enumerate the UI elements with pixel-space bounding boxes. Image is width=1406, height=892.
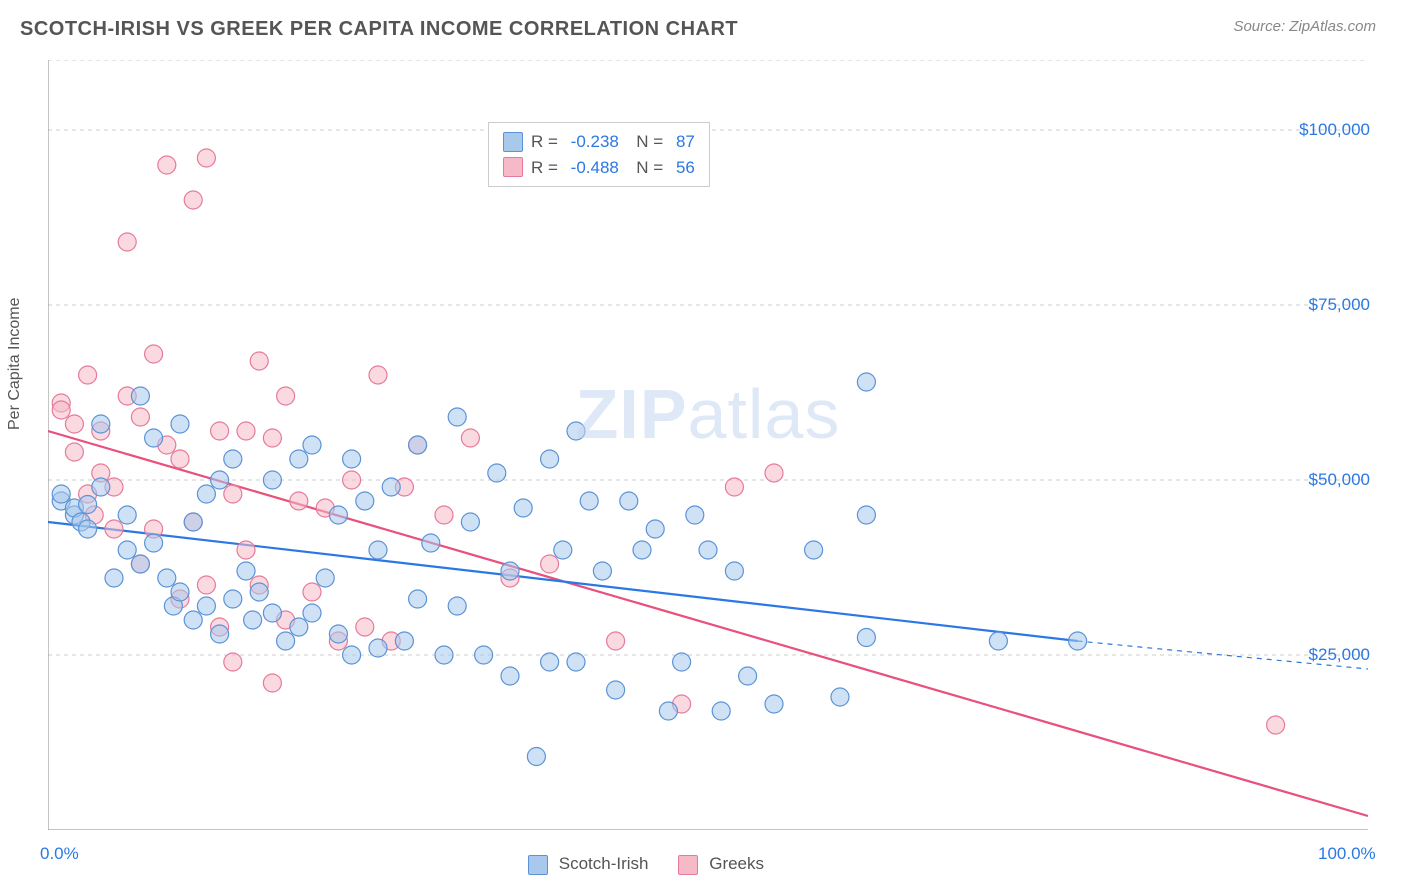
legend-top-row-2: R = -0.488 N = 56	[503, 155, 695, 181]
legend-top: R = -0.238 N = 87 R = -0.488 N = 56	[488, 122, 710, 187]
y-tick-label: $25,000	[1309, 645, 1370, 665]
legend-bottom-item-1: Scotch-Irish	[528, 854, 648, 875]
legend-bottom-item-2: Greeks	[678, 854, 764, 875]
legend-bottom: Scotch-Irish Greeks	[528, 854, 764, 875]
legend-swatch-pink-2	[678, 855, 698, 875]
x-tick-label: 0.0%	[40, 844, 79, 864]
r-value-1: -0.238	[571, 129, 619, 155]
legend-swatch-blue	[503, 132, 523, 152]
legend-swatch-pink	[503, 157, 523, 177]
legend-swatch-blue-2	[528, 855, 548, 875]
x-tick-label: 100.0%	[1318, 844, 1376, 864]
legend-top-row-1: R = -0.238 N = 87	[503, 129, 695, 155]
y-axis-label: Per Capita Income	[6, 297, 24, 430]
n-value-1: 87	[676, 129, 695, 155]
y-tick-label: $75,000	[1309, 295, 1370, 315]
chart-title: SCOTCH-IRISH VS GREEK PER CAPITA INCOME …	[20, 18, 738, 41]
y-tick-label: $100,000	[1299, 120, 1370, 140]
y-tick-label: $50,000	[1309, 470, 1370, 490]
n-value-2: 56	[676, 155, 695, 181]
chart-area: ZIPatlas R = -0.238 N = 87 R = -0.488 N …	[48, 60, 1368, 830]
chart-header: SCOTCH-IRISH VS GREEK PER CAPITA INCOME …	[0, 0, 1406, 47]
r-value-2: -0.488	[571, 155, 619, 181]
chart-source: Source: ZipAtlas.com	[1233, 18, 1376, 35]
